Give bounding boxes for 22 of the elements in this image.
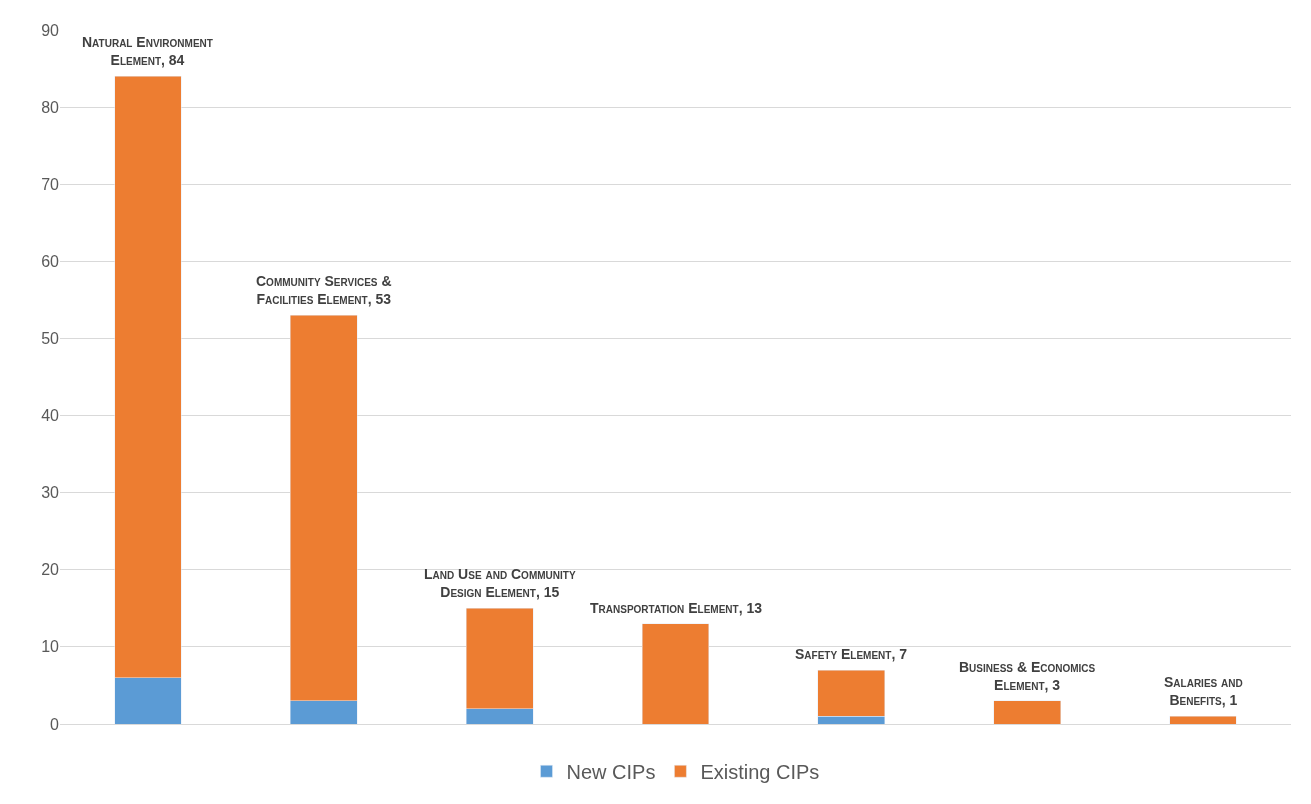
y-tick-label: 0 — [50, 715, 60, 733]
y-tick-label: 80 — [41, 98, 60, 116]
y-tick-label: 40 — [41, 407, 60, 425]
annotation: Safety Element, 7 — [795, 646, 908, 662]
y-tick-label: 90 — [41, 21, 60, 39]
legend-label: New CIPs — [566, 761, 656, 784]
bar — [993, 700, 1061, 724]
legend-label: Existing CIPs — [700, 761, 820, 784]
annotation: Transportation Element, 13 — [590, 600, 763, 616]
y-tick-label: 50 — [41, 330, 60, 348]
y-tick-label: 30 — [41, 484, 60, 502]
annotation: Land Use and Community Design Element, 15 — [424, 566, 576, 601]
annotation: Salaries and Benefits, 1 — [1164, 674, 1243, 709]
bar — [1169, 716, 1237, 724]
y-tick-label: 70 — [41, 175, 60, 193]
y-tick-label: 10 — [41, 638, 60, 656]
y-tick-label: 60 — [41, 252, 60, 270]
y-tick-label: 20 — [41, 561, 60, 579]
annotation: Business & Economics Element, 3 — [959, 659, 1096, 694]
annotation: Natural Environment Element, 84 — [82, 34, 213, 69]
annotation: Community Services & Facilities Element, 53 — [256, 273, 392, 308]
bar — [641, 623, 710, 724]
